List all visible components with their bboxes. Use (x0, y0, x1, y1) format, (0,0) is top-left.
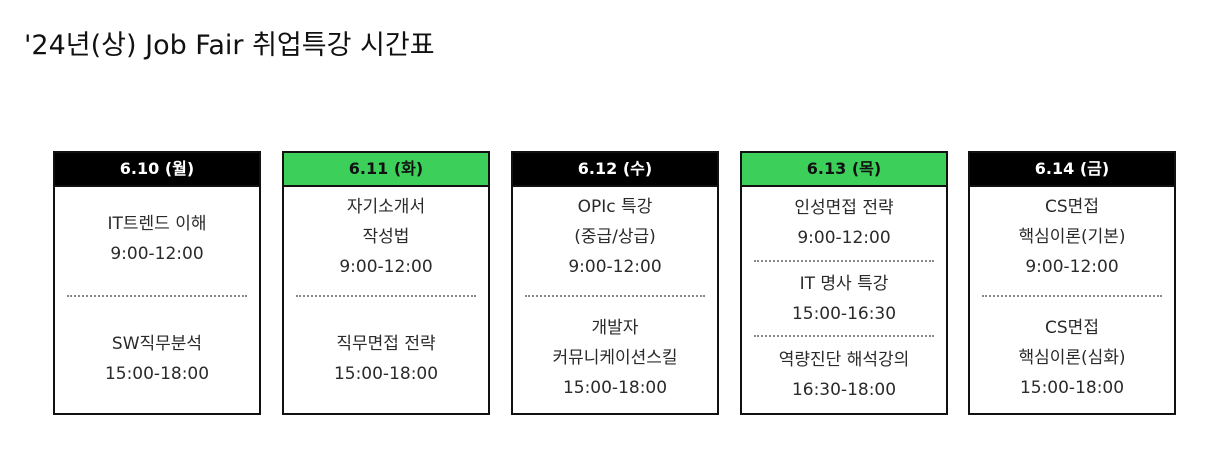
day-body: CS면접 핵심이론(기본) 9:00-12:00 CS면접 핵심이론(심화) 1… (970, 187, 1174, 415)
session-morning: 자기소개서 작성법 9:00-12:00 (284, 192, 488, 282)
session-divider (982, 295, 1162, 297)
session-afternoon: CS면접 핵심이론(심화) 15:00-18:00 (970, 313, 1174, 403)
session-time: 9:00-12:00 (797, 228, 891, 248)
day-header: 6.14 (금) (970, 153, 1174, 187)
session-morning: 인성면접 전략 9:00-12:00 (742, 193, 946, 253)
session-title: IT 명사 특강 (799, 274, 889, 294)
session-divider (754, 260, 934, 262)
day-header: 6.12 (수) (513, 153, 717, 187)
session-time: 9:00-12:00 (568, 257, 662, 277)
session-time: 9:00-12:00 (110, 244, 204, 264)
session-title: CS면접 (1045, 318, 1099, 338)
session-time: 15:00-16:30 (791, 304, 897, 324)
session-time: 15:00-18:00 (562, 378, 668, 398)
session-midday: IT 명사 특강 15:00-16:30 (742, 269, 946, 329)
session-time: 16:30-18:00 (791, 380, 897, 400)
session-morning: OPIc 특강 (중급/상급) 9:00-12:00 (513, 192, 717, 282)
session-title: 역량진단 해석강의 (778, 350, 910, 370)
session-morning: IT트렌드 이해 9:00-12:00 (55, 209, 259, 269)
session-divider (754, 335, 934, 337)
day-card-fri: 6.14 (금) CS면접 핵심이론(기본) 9:00-12:00 CS면접 핵… (968, 151, 1176, 415)
day-card-tue: 6.11 (화) 자기소개서 작성법 9:00-12:00 직무면접 전략 15… (282, 151, 490, 415)
session-title: 직무면접 전략 (336, 334, 436, 354)
session-morning: CS면접 핵심이론(기본) 9:00-12:00 (970, 192, 1174, 282)
session-title: 핵심이론(기본) (1018, 227, 1126, 247)
session-afternoon: 직무면접 전략 15:00-18:00 (284, 329, 488, 389)
session-divider (296, 295, 476, 297)
day-card-thu: 6.13 (목) 인성면접 전략 9:00-12:00 IT 명사 특강 15:… (740, 151, 948, 415)
session-title: (중급/상급) (574, 227, 656, 247)
day-card-wed: 6.12 (수) OPIc 특강 (중급/상급) 9:00-12:00 개발자 … (511, 151, 719, 415)
day-card-mon: 6.10 (월) IT트렌드 이해 9:00-12:00 SW직무분석 15:0… (53, 151, 261, 415)
session-title: 핵심이론(심화) (1018, 348, 1126, 368)
day-header: 6.11 (화) (284, 153, 488, 187)
session-divider (67, 295, 247, 297)
day-body: 자기소개서 작성법 9:00-12:00 직무면접 전략 15:00-18:00 (284, 187, 488, 415)
session-divider (525, 295, 705, 297)
session-time: 9:00-12:00 (1025, 257, 1119, 277)
session-afternoon: SW직무분석 15:00-18:00 (55, 329, 259, 389)
session-time: 9:00-12:00 (339, 257, 433, 277)
session-time: 15:00-18:00 (104, 364, 210, 384)
session-time: 15:00-18:00 (1019, 378, 1125, 398)
session-time: 15:00-18:00 (333, 364, 439, 384)
session-afternoon: 개발자 커뮤니케이션스킬 15:00-18:00 (513, 313, 717, 403)
session-title: 자기소개서 (346, 197, 426, 217)
day-body: OPIc 특강 (중급/상급) 9:00-12:00 개발자 커뮤니케이션스킬 … (513, 187, 717, 415)
session-afternoon: 역량진단 해석강의 16:30-18:00 (742, 345, 946, 405)
day-header: 6.13 (목) (742, 153, 946, 187)
session-title: CS면접 (1045, 197, 1099, 217)
session-title: 작성법 (362, 227, 410, 247)
page-title: '24년(상) Job Fair 취업특강 시간표 (24, 30, 435, 61)
session-title: 인성면접 전략 (794, 198, 894, 218)
session-title: 개발자 (591, 318, 639, 338)
day-header: 6.10 (월) (55, 153, 259, 187)
session-title: OPIc 특강 (577, 197, 653, 217)
session-title: IT트렌드 이해 (107, 214, 207, 234)
session-title: SW직무분석 (111, 334, 203, 354)
day-body: IT트렌드 이해 9:00-12:00 SW직무분석 15:00-18:00 (55, 187, 259, 415)
day-body: 인성면접 전략 9:00-12:00 IT 명사 특강 15:00-16:30 … (742, 187, 946, 415)
session-title: 커뮤니케이션스킬 (552, 348, 678, 368)
